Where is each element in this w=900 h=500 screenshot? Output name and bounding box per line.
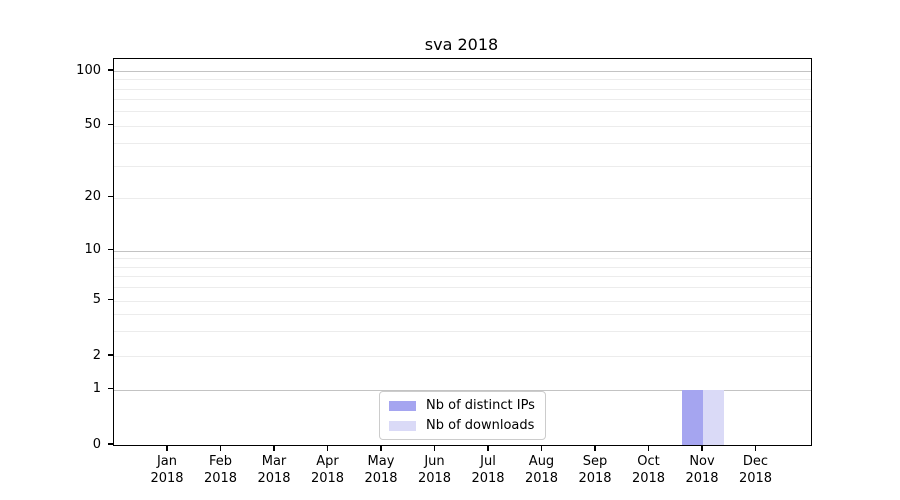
legend-swatch xyxy=(389,400,416,411)
gridline-minor xyxy=(114,356,811,357)
legend-item: Nb of distinct IPs xyxy=(389,398,535,413)
bar-nb-of-downloads xyxy=(703,389,724,445)
x-tick-month: Nov xyxy=(689,454,715,469)
x-tick-month: Jan xyxy=(156,454,178,469)
x-tick-year: 2018 xyxy=(364,471,398,486)
x-tick-label: Nov 2018 xyxy=(667,453,737,487)
plot-area xyxy=(113,58,812,446)
gridline-major xyxy=(114,71,811,72)
x-tick-mark xyxy=(326,445,329,451)
y-tick-mark xyxy=(108,248,113,251)
x-tick-mark xyxy=(594,445,596,451)
x-tick-year: 2018 xyxy=(417,471,452,486)
x-tick-label: Jun 2018 xyxy=(400,453,470,487)
gridline-minor xyxy=(114,143,811,145)
x-tick-year: 2018 xyxy=(524,471,559,486)
legend: Nb of distinct IPs Nb of downloads xyxy=(379,391,546,440)
x-tick-mark xyxy=(647,445,650,451)
x-tick-label: Sep 2018 xyxy=(560,453,630,487)
x-tick-month: Jul xyxy=(480,454,496,469)
x-tick-year: 2018 xyxy=(738,471,773,486)
x-tick-mark xyxy=(380,445,382,451)
bar-nb-of-distinct-ips xyxy=(682,389,703,445)
x-tick-year: 2018 xyxy=(578,471,612,486)
y-tick-label: 50 xyxy=(84,117,101,132)
gridline-minor xyxy=(114,79,811,81)
gridline-minor xyxy=(114,125,811,127)
x-tick-month: Oct xyxy=(637,454,660,469)
y-tick-label: 2 xyxy=(92,347,101,363)
x-tick-label: Mar 2018 xyxy=(239,453,309,487)
y-tick-mark xyxy=(108,443,113,445)
x-tick-label: Feb 2018 xyxy=(186,453,256,487)
x-tick-label: Dec 2018 xyxy=(721,453,791,487)
x-tick-mark xyxy=(433,445,436,451)
x-tick-month: Dec xyxy=(742,454,769,469)
y-tick-label: 1 xyxy=(92,381,101,396)
x-tick-month: Aug xyxy=(528,454,555,469)
x-tick-month: Jun xyxy=(424,454,445,469)
x-tick-year: 2018 xyxy=(150,471,184,486)
y-tick-mark xyxy=(108,123,113,126)
gridline-minor xyxy=(114,331,811,333)
gridline-minor xyxy=(114,276,811,278)
gridline-minor xyxy=(114,197,811,199)
gridline-minor xyxy=(114,300,811,302)
y-tick-mark xyxy=(108,354,113,356)
gridline-minor xyxy=(114,99,811,101)
x-tick-mark xyxy=(219,445,222,451)
x-tick-label: Apr 2018 xyxy=(293,453,363,487)
x-tick-mark xyxy=(540,445,543,451)
y-tick-mark xyxy=(108,387,113,390)
x-tick-month: Apr xyxy=(316,454,339,469)
x-tick-month: Mar xyxy=(261,454,287,469)
x-tick-month: Sep xyxy=(582,454,608,469)
x-tick-label: Jul 2018 xyxy=(453,453,523,487)
y-tick-label: 10 xyxy=(84,242,101,257)
gridline-minor xyxy=(114,266,811,268)
y-tick-label: 100 xyxy=(76,62,101,78)
y-tick-mark xyxy=(108,69,113,71)
x-tick-year: 2018 xyxy=(471,471,505,486)
x-tick-label: Jan 2018 xyxy=(132,453,202,487)
gridline-minor xyxy=(114,111,811,113)
legend-label: Nb of downloads xyxy=(426,418,535,433)
x-tick-month: Feb xyxy=(208,454,233,469)
x-tick-mark xyxy=(273,445,275,451)
x-tick-label: Aug 2018 xyxy=(507,453,577,487)
x-tick-year: 2018 xyxy=(631,471,666,486)
x-tick-year: 2018 xyxy=(310,471,345,486)
x-tick-label: May 2018 xyxy=(346,453,416,487)
x-tick-year: 2018 xyxy=(203,471,238,486)
x-tick-mark xyxy=(487,445,489,451)
gridline-major xyxy=(114,250,811,252)
y-tick-label: 20 xyxy=(84,189,101,204)
gridline-minor xyxy=(114,258,811,260)
gridline-major xyxy=(114,389,811,391)
legend-item: Nb of downloads xyxy=(389,418,535,433)
y-tick-mark xyxy=(108,195,113,198)
legend-label: Nb of distinct IPs xyxy=(426,398,535,413)
gridline-minor xyxy=(114,165,811,167)
x-tick-year: 2018 xyxy=(257,471,291,486)
x-tick-year: 2018 xyxy=(685,471,719,486)
gridline-minor xyxy=(114,314,811,316)
x-tick-month: May xyxy=(367,454,395,469)
x-tick-mark xyxy=(701,445,703,451)
y-tick-label: 5 xyxy=(92,292,101,307)
legend-swatch xyxy=(389,420,416,431)
y-tick-mark xyxy=(108,298,113,301)
x-tick-mark xyxy=(166,445,168,451)
gridline-minor xyxy=(114,88,811,90)
gridline-minor xyxy=(114,287,811,289)
x-tick-mark xyxy=(754,445,757,451)
chart-title: sva 2018 xyxy=(424,35,499,54)
x-tick-label: Oct 2018 xyxy=(614,453,684,487)
y-tick-label: 0 xyxy=(92,436,101,452)
